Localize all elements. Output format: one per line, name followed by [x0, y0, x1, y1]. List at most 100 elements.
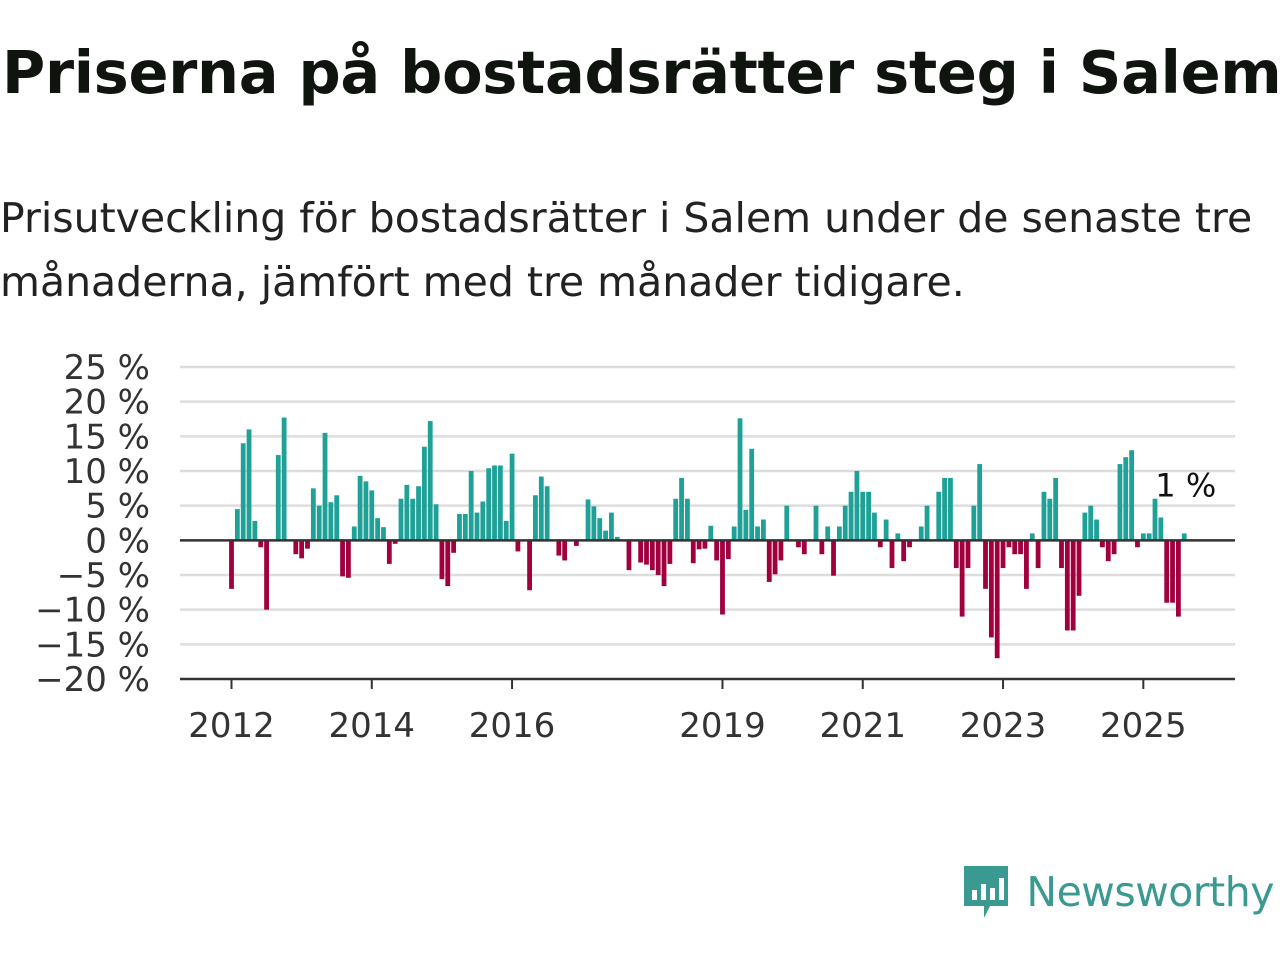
bar — [1181, 533, 1187, 541]
bar — [872, 512, 877, 541]
bar — [1053, 477, 1059, 541]
bar — [626, 540, 632, 571]
bar — [778, 540, 784, 561]
bar — [357, 475, 363, 541]
y-tick-label: 5 % — [85, 487, 150, 527]
bar — [281, 417, 287, 541]
chart-title: Priserna på bostadsrätter steg i Salem — [2, 38, 1280, 107]
newsworthy-logo[interactable]: Newsworthy — [960, 862, 1274, 922]
bar — [655, 540, 661, 575]
bar — [246, 429, 252, 541]
bar — [457, 513, 462, 541]
bar — [603, 530, 608, 541]
bar — [305, 540, 310, 549]
bar — [486, 468, 492, 541]
bar — [1006, 540, 1012, 548]
bar — [953, 540, 959, 569]
bar — [702, 540, 708, 549]
bar — [1170, 540, 1175, 603]
bar — [708, 525, 714, 541]
bar — [1094, 519, 1099, 541]
bar — [948, 477, 953, 541]
bar — [597, 518, 603, 541]
bar — [877, 540, 883, 548]
bar — [404, 484, 410, 541]
bar — [1123, 457, 1129, 541]
bar — [1146, 533, 1152, 541]
chart-subtitle: Prisutveckling för bostadsrätter i Salem… — [0, 194, 1253, 306]
bar — [696, 540, 702, 550]
bar — [1100, 540, 1105, 548]
bar — [784, 505, 790, 541]
bar — [340, 540, 345, 577]
bar — [515, 540, 521, 552]
bar — [842, 505, 848, 541]
bar — [1059, 540, 1064, 569]
bar — [527, 540, 532, 591]
bar — [836, 526, 842, 541]
last-value-annotation: 1 % — [1155, 467, 1216, 505]
bar — [1041, 491, 1047, 541]
bar — [1135, 540, 1140, 548]
bar — [1064, 540, 1070, 631]
bar — [234, 509, 240, 541]
y-tick-label: 20 % — [64, 383, 150, 423]
bar — [1076, 540, 1082, 596]
bar — [1047, 498, 1053, 541]
bar — [386, 540, 392, 564]
bar — [445, 540, 451, 587]
bar — [866, 491, 872, 541]
bar — [334, 495, 340, 541]
bar — [316, 505, 322, 541]
bar — [1158, 517, 1164, 541]
bar — [1018, 540, 1023, 555]
bar — [322, 432, 328, 541]
bar — [258, 540, 264, 548]
bar — [813, 505, 819, 541]
bar — [1070, 540, 1076, 631]
bar — [509, 453, 515, 541]
bar — [375, 518, 381, 541]
bar — [895, 533, 901, 541]
bar — [346, 540, 351, 578]
bar — [720, 540, 725, 615]
bar — [416, 486, 421, 541]
bar — [714, 540, 720, 561]
bar — [497, 465, 503, 541]
x-tick-label: 2023 — [960, 706, 1047, 740]
brand-name: Newsworthy — [1026, 868, 1274, 916]
bar — [392, 540, 398, 544]
bar — [766, 540, 772, 582]
bar-series — [229, 417, 1187, 659]
bar — [737, 418, 743, 541]
bar — [901, 540, 907, 562]
bar — [936, 491, 942, 541]
bar — [638, 540, 644, 563]
bar — [474, 512, 480, 541]
bar — [761, 519, 766, 541]
bar — [679, 477, 684, 541]
bar-chart: 25 %20 %15 %10 %5 %0 %−5 %−10 %−15 %−20 … — [35, 348, 1235, 740]
y-tick-label: −5 % — [57, 556, 150, 596]
bar — [1105, 540, 1111, 562]
y-tick-label: −15 % — [35, 625, 150, 665]
y-tick-label: −10 % — [35, 591, 150, 631]
bar — [848, 491, 854, 541]
bar — [609, 512, 614, 541]
bar — [988, 540, 994, 638]
bar — [363, 481, 369, 541]
bar — [468, 471, 474, 541]
bar — [421, 446, 427, 541]
bar — [959, 540, 965, 617]
bar — [918, 526, 924, 541]
bar — [1129, 450, 1135, 541]
bar — [977, 464, 983, 541]
bar — [673, 498, 679, 541]
bar — [451, 540, 457, 553]
bar — [562, 540, 568, 561]
y-tick-label: 25 % — [64, 348, 150, 388]
bar — [410, 498, 416, 541]
bar — [439, 540, 445, 580]
bar — [293, 540, 299, 555]
bar — [351, 526, 357, 541]
